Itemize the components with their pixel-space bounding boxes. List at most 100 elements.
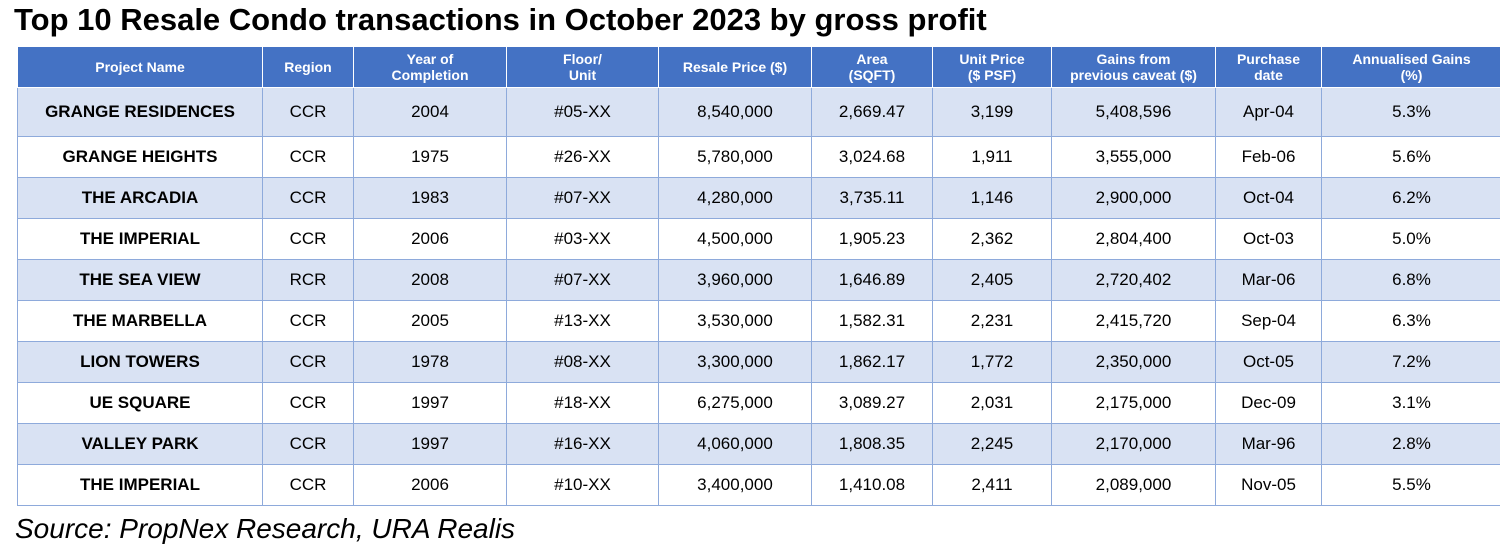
- header-row: Project Name Region Year of Completion Floor…: [17, 46, 1500, 88]
- table-cell: 5.6%: [1321, 136, 1500, 178]
- table-row: VALLEY PARK CCR 1997 #16-XX 4,060,000 1,808.3…: [17, 423, 1500, 465]
- column-header: Region: [262, 46, 354, 88]
- table-cell: CCR: [262, 177, 354, 219]
- table-cell: #18-XX: [506, 382, 659, 424]
- table-row: THE SEA VIEW RCR 2008 #07-XX 3,960,000 1,646.…: [17, 259, 1500, 301]
- project-name-cell: THE MARBELLA: [17, 300, 263, 342]
- table-cell: 3,530,000: [658, 300, 812, 342]
- table-row: THE IMPERIAL CCR 2006 #10-XX 3,400,000 1,410.…: [17, 464, 1500, 506]
- table-cell: 1,646.89: [811, 259, 933, 301]
- table-cell: RCR: [262, 259, 354, 301]
- table-cell: 6.3%: [1321, 300, 1500, 342]
- table-cell: CCR: [262, 423, 354, 465]
- table-cell: 3,960,000: [658, 259, 812, 301]
- table-cell: #16-XX: [506, 423, 659, 465]
- table-cell: 2,170,000: [1051, 423, 1216, 465]
- table-cell: 3,400,000: [658, 464, 812, 506]
- table-cell: 2,350,000: [1051, 341, 1216, 383]
- table-cell: 5.5%: [1321, 464, 1500, 506]
- table-cell: 6,275,000: [658, 382, 812, 424]
- table-cell: 2,245: [932, 423, 1052, 465]
- table-cell: 1,146: [932, 177, 1052, 219]
- table-cell: 2006: [353, 218, 507, 260]
- table-cell: 3,300,000: [658, 341, 812, 383]
- column-header: Gains from previous caveat ($): [1051, 46, 1216, 88]
- table-cell: 8,540,000: [658, 87, 812, 137]
- project-name-cell: THE IMPERIAL: [17, 218, 263, 260]
- table-row: THE IMPERIAL CCR 2006 #03-XX 4,500,000 1,905.…: [17, 218, 1500, 260]
- source-note: Source: PropNex Research, URA Realis: [15, 513, 516, 544]
- table-cell: Oct-05: [1215, 341, 1322, 383]
- table-cell: Oct-04: [1215, 177, 1322, 219]
- table-row: THE ARCADIA CCR 1983 #07-XX 4,280,000 3,735.1…: [17, 177, 1500, 219]
- table-cell: 2,900,000: [1051, 177, 1216, 219]
- table-cell: Nov-05: [1215, 464, 1322, 506]
- table-cell: 2.8%: [1321, 423, 1500, 465]
- table-cell: 3,199: [932, 87, 1052, 137]
- table-cell: 1,772: [932, 341, 1052, 383]
- table-cell: 2004: [353, 87, 507, 137]
- table-cell: CCR: [262, 136, 354, 178]
- table-cell: 2,669.47: [811, 87, 933, 137]
- table-cell: 4,500,000: [658, 218, 812, 260]
- table-row: THE MARBELLA CCR 2005 #13-XX 3,530,000 1,582.…: [17, 300, 1500, 342]
- table-cell: 1975: [353, 136, 507, 178]
- table-cell: CCR: [262, 341, 354, 383]
- table-cell: 2,804,400: [1051, 218, 1216, 260]
- table-cell: Apr-04: [1215, 87, 1322, 137]
- table-cell: 1983: [353, 177, 507, 219]
- table-cell: CCR: [262, 300, 354, 342]
- table-cell: #26-XX: [506, 136, 659, 178]
- column-header: Project Name: [17, 46, 263, 88]
- table-cell: 2,362: [932, 218, 1052, 260]
- table-cell: Mar-06: [1215, 259, 1322, 301]
- table-cell: CCR: [262, 218, 354, 260]
- column-header: Floor/Unit: [506, 46, 659, 88]
- table-cell: 2,720,402: [1051, 259, 1216, 301]
- table-cell: 1,582.31: [811, 300, 933, 342]
- table-cell: 1,410.08: [811, 464, 933, 506]
- project-name-cell: THE ARCADIA: [17, 177, 263, 219]
- table-row: UE SQUARE CCR 1997 #18-XX 6,275,000 3,089.27 2…: [17, 382, 1500, 424]
- table-cell: CCR: [262, 382, 354, 424]
- table-cell: CCR: [262, 87, 354, 137]
- table-cell: 5,408,596: [1051, 87, 1216, 137]
- table-cell: Feb-06: [1215, 136, 1322, 178]
- column-header: Unit Price ($ PSF): [932, 46, 1052, 88]
- table-cell: #05-XX: [506, 87, 659, 137]
- table-cell: 2,031: [932, 382, 1052, 424]
- project-name-cell: GRANGE HEIGHTS: [17, 136, 263, 178]
- table-cell: #13-XX: [506, 300, 659, 342]
- table-cell: 5,780,000: [658, 136, 812, 178]
- project-name-cell: THE SEA VIEW: [17, 259, 263, 301]
- table-row: GRANGE HEIGHTS CCR 1975 #26-XX 5,780,000 3,02…: [17, 136, 1500, 178]
- table-cell: 5.3%: [1321, 87, 1500, 137]
- table-cell: 6.8%: [1321, 259, 1500, 301]
- column-header: Area (SQFT): [811, 46, 933, 88]
- table-cell: 2005: [353, 300, 507, 342]
- table-cell: Sep-04: [1215, 300, 1322, 342]
- table-cell: #07-XX: [506, 177, 659, 219]
- table-cell: 2,405: [932, 259, 1052, 301]
- data-table: Project Name Region Year of Completion Floor…: [17, 46, 1500, 506]
- table-cell: CCR: [262, 464, 354, 506]
- table-cell: 2,175,000: [1051, 382, 1216, 424]
- table-row: LION TOWERS CCR 1978 #08-XX 3,300,000 1,862.1…: [17, 341, 1500, 383]
- table-cell: 2,089,000: [1051, 464, 1216, 506]
- column-header: Annualised Gains (%): [1321, 46, 1500, 88]
- project-name-cell: VALLEY PARK: [17, 423, 263, 465]
- table-cell: 2006: [353, 464, 507, 506]
- table-cell: 2,231: [932, 300, 1052, 342]
- table-row: GRANGE RESIDENCES CCR 2004 #05-XX 8,540,000 2…: [17, 87, 1500, 137]
- table-cell: 4,280,000: [658, 177, 812, 219]
- table-cell: Oct-03: [1215, 218, 1322, 260]
- table-cell: 4,060,000: [658, 423, 812, 465]
- table-cell: Mar-96: [1215, 423, 1322, 465]
- table-cell: 2,415,720: [1051, 300, 1216, 342]
- table-cell: 3,089.27: [811, 382, 933, 424]
- table-cell: 3,555,000: [1051, 136, 1216, 178]
- table-cell: 3.1%: [1321, 382, 1500, 424]
- table-cell: #08-XX: [506, 341, 659, 383]
- table-cell: 1,905.23: [811, 218, 933, 260]
- project-name-cell: GRANGE RESIDENCES: [17, 87, 263, 137]
